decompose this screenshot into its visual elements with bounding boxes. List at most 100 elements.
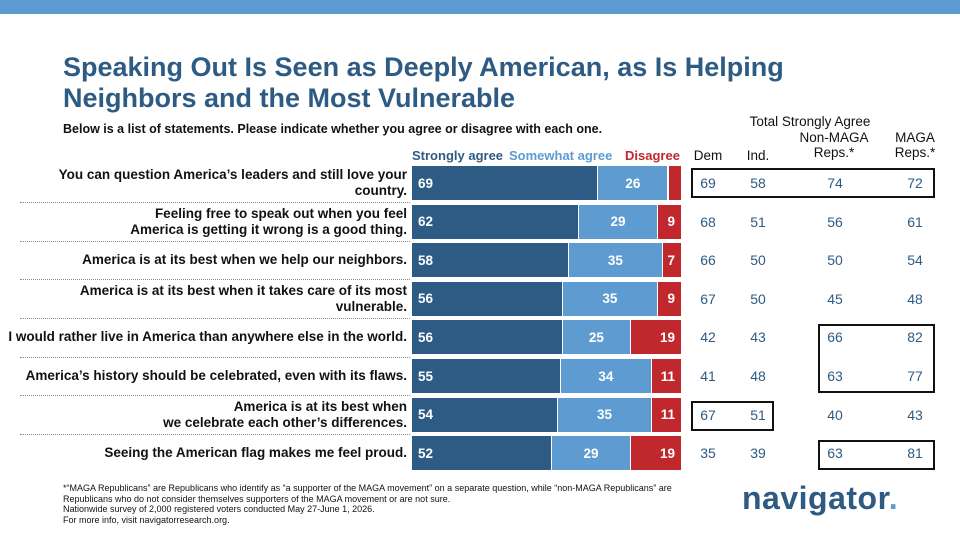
category-label-line-2: America is getting it wrong is a good th… [130,221,407,237]
row-divider [20,279,410,281]
highlight-box-row-1 [691,168,935,198]
table-cell-mg: 54 [907,252,923,269]
table-cell-dem: 69 [700,175,716,191]
bar-strongly-agree: 56 [412,320,563,355]
category-label-line-1: I would rather live in America than anyw… [8,329,407,345]
chart-title: Speaking Out Is Seen as Deeply American,… [63,52,863,114]
category-label: America is at its best when we celebrate … [7,396,407,434]
bar-disagree: 7 [663,243,681,278]
category-label-line-1: America’s history should be celebrated, … [25,368,407,383]
table-cell-dem: 66 [700,252,716,269]
bar-strongly-agree: 55 [412,359,560,393]
category-label-text: America’s history should be celebrated, … [26,368,407,384]
category-label: Feeling free to speak out when you feel A… [7,203,407,241]
table-cell-dem: 42 [700,329,716,346]
bar-disagree [668,166,681,200]
bar-disagree: 19 [630,320,681,355]
bar-value-label: 26 [625,175,641,191]
bar-value-label: 56 [418,329,434,345]
non-maga-header-line-2: Reps.* [813,145,855,160]
table-cell-nm: 63 [827,368,843,384]
table-cell-mg: 48 [907,290,923,307]
bar-value-label: 7 [667,252,675,268]
bar-somewhat-agree: 34 [560,359,652,393]
category-label-text: America is at its best when it takes car… [7,283,407,315]
category-label-text: America is at its best when we help our … [82,252,407,268]
table-cell-nm: 66 [827,329,843,346]
table-cell-mg: 77 [907,368,923,384]
bar-value-label: 56 [418,291,434,307]
row-divider [20,395,410,397]
bar-value-label: 62 [418,214,434,230]
category-label: Seeing the American flag makes me feel p… [7,434,407,472]
bar-value-label: 35 [607,252,623,268]
legend-somewhat-agree: Somewhat agree [509,148,613,163]
table-cell-ind: 58 [750,175,766,191]
bar-value-label: 19 [659,445,675,461]
legend-strongly-agree: Strongly agree [412,148,504,163]
bar-somewhat-agree: 25 [563,320,630,355]
bar-disagree: 19 [630,436,681,471]
table-cell-dem: 35 [700,445,716,462]
category-label-line-1: America is at its best when we help our … [82,252,407,268]
non-maga-header-line-1: Non-MAGA [799,130,869,145]
bar-value-label: 69 [418,175,434,191]
bar-value-label: 11 [660,407,675,423]
category-label-line-1: You can question America’s leaders and s… [58,167,407,198]
non-maga-column-header: Non-MAGA Reps.* [786,130,882,160]
bar-value-label: 35 [602,291,618,307]
category-label: You can question America’s leaders and s… [7,164,407,202]
bar-somewhat-agree: 35 [563,281,657,316]
table-cell-nm: 56 [827,213,843,230]
table-cell-dem: 68 [700,213,716,230]
category-label: America’s history should be celebrated, … [7,357,407,395]
category-label: I would rather live in America than anyw… [7,318,407,356]
chart-row: America is at its best when it takes car… [0,280,960,318]
table-cell-nm: 74 [827,175,843,191]
category-label-text: Feeling free to speak out when you feel A… [130,206,407,238]
bar-disagree: 9 [657,281,681,316]
bar-value-label: 19 [659,329,675,345]
title-line-1: Speaking Out Is Seen as Deeply American,… [63,52,784,82]
category-label: America is at its best when it takes car… [7,280,407,318]
footnote-line-3: Nationwide survey of 2,000 registered vo… [63,504,375,514]
footnote-line-2: Republicans who do not consider themselv… [63,493,451,504]
table-cell-mg: 43 [907,406,923,423]
row-divider [20,433,410,435]
chart-row: Seeing the American flag makes me feel p… [0,434,960,472]
table-cell-ind: 43 [750,329,766,346]
bar-value-label: 58 [418,252,434,268]
bar-somewhat-agree: 29 [579,204,657,239]
highlight-box-row-8 [818,440,935,470]
table-cell-dem: 41 [700,368,716,384]
logo-dot: . [888,480,899,516]
bar-value-label: 29 [583,445,599,461]
total-strongly-agree-header: Total Strongly Agree [749,114,871,129]
table-cell-ind: 51 [750,213,766,230]
bar-disagree: 9 [657,204,681,239]
category-label-text: Seeing the American flag makes me feel p… [104,445,407,461]
bar-value-label: 29 [610,214,626,230]
table-cell-ind: 50 [750,252,766,269]
category-label-text: You can question America’s leaders and s… [7,167,407,199]
category-label-line-1: America is at its best when [233,398,407,414]
row-divider [20,240,410,242]
bar-somewhat-agree: 35 [568,243,663,278]
chart-row: America is at its best when we help our … [0,241,960,279]
table-cell-mg: 72 [907,175,923,191]
category-label-line-2: we celebrate each other’s differences. [163,414,407,430]
chart-row: America’s history should be celebrated, … [0,357,960,395]
table-cell-nm: 50 [827,252,843,269]
category-label-line-1: Feeling free to speak out when you feel [154,205,407,221]
logo-text: navigator [742,480,889,516]
highlight-box-rows-5-6 [818,324,935,393]
maga-header-line-1: MAGA [895,130,935,145]
highlight-box-row-7 [691,401,774,431]
top-accent-bar [0,0,960,14]
maga-header-line-2: Reps.* [894,145,936,160]
footnote-line-1: *“MAGA Republicans” are Republicans who … [63,483,672,493]
dem-column-header: Dem [693,148,723,163]
bar-value-label: 35 [597,407,613,423]
bar-somewhat-agree: 26 [598,166,668,200]
table-cell-nm: 45 [827,290,843,307]
